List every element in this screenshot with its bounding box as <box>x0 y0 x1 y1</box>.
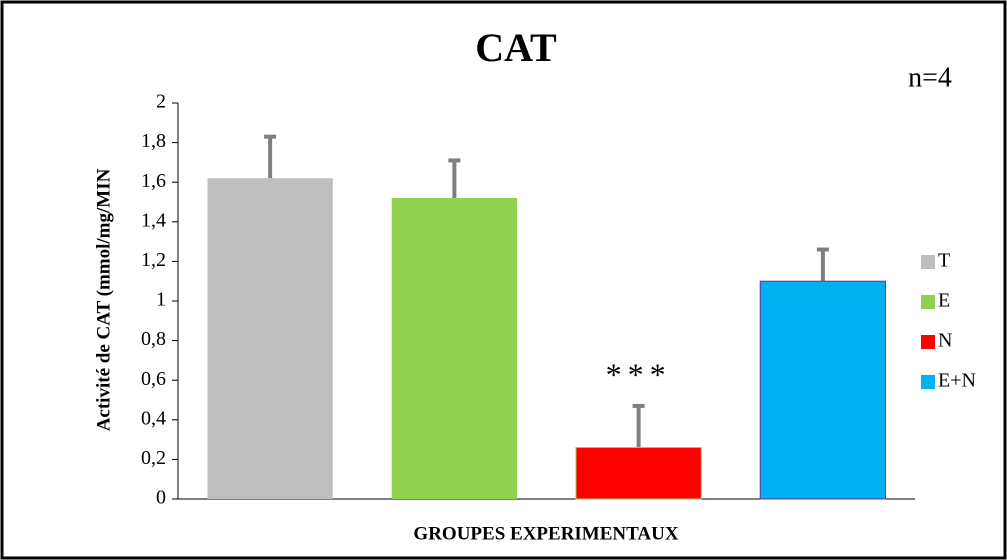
bar <box>759 280 887 500</box>
y-tick-label: 1,4 <box>141 209 166 231</box>
bar <box>391 198 518 500</box>
bar <box>575 447 702 500</box>
y-tick-label: 0,2 <box>141 447 166 469</box>
legend-label: T <box>938 250 950 272</box>
sample-size-annotation: n=4 <box>908 62 952 93</box>
y-tick-label: 0,6 <box>141 368 166 390</box>
y-tick-label: 1,6 <box>141 170 166 192</box>
y-axis-label: Activité de CAT (mmol/mg/MIN <box>93 168 114 431</box>
legend-swatch <box>921 375 935 389</box>
y-tick-label: 1 <box>156 289 166 311</box>
bar <box>207 178 333 500</box>
legend-label: N <box>938 330 952 352</box>
x-axis-label: GROUPES EXPERIMENTAUX <box>413 523 678 544</box>
y-tick-label: 1,8 <box>141 130 166 152</box>
y-tick-label: 0,4 <box>141 407 166 429</box>
chart-title: CAT <box>475 25 557 70</box>
significance-annotation: *** <box>606 356 672 392</box>
legend-label: E <box>938 290 950 312</box>
y-tick-label: 1,2 <box>141 249 166 271</box>
legend-swatch <box>921 255 935 269</box>
legend-swatch <box>921 295 935 309</box>
y-tick-label: 0 <box>156 487 166 509</box>
y-tick-label: 0,8 <box>141 328 166 350</box>
y-tick-label: 2 <box>156 91 166 113</box>
legend-swatch <box>921 335 935 349</box>
legend-label: E+N <box>938 370 976 392</box>
